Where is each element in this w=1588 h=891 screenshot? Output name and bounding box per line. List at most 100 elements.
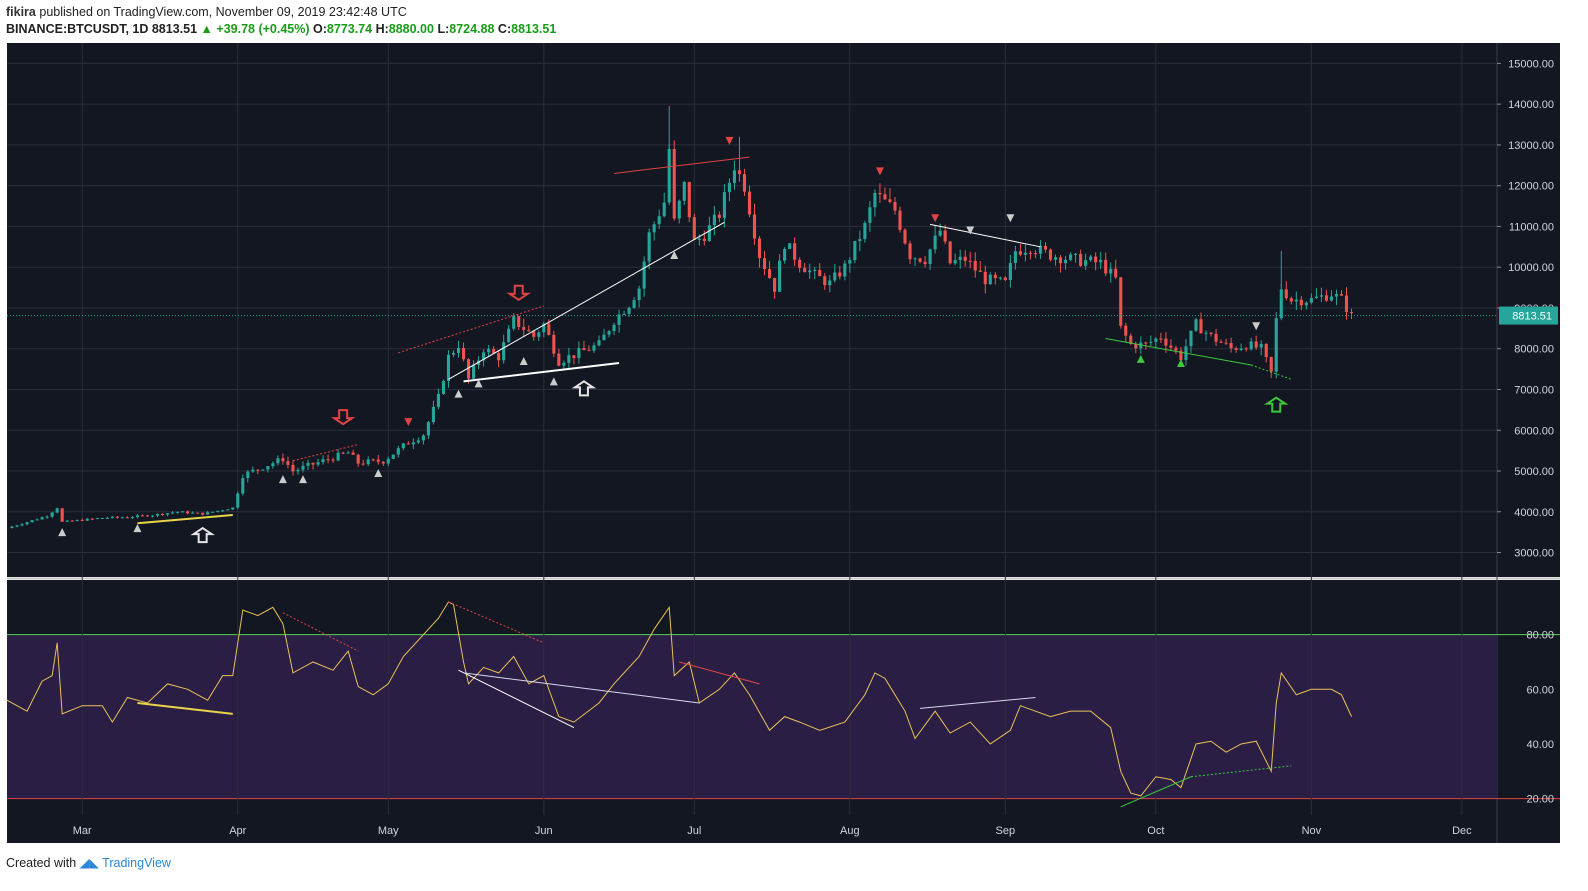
open-value: 8773.74 [326,22,373,36]
marker-up-icon [670,250,679,259]
candle-body [1144,342,1148,344]
candle-body [552,334,556,354]
last-price-label: 8813.51 [1512,311,1552,323]
candle-body [1239,348,1243,350]
candle-body [251,469,255,472]
created-with-text: Created with [6,856,77,870]
change-arrow-icon: ▲ [200,22,213,36]
candle-body [547,323,551,335]
candle-body [261,469,265,471]
candle-body [1174,347,1178,351]
publisher-name[interactable]: fikira [6,5,36,19]
candle-body [50,512,54,517]
candle-body [286,461,290,465]
candle-body [943,230,947,242]
symbol-label[interactable]: BINANCE:BTCUSDT, 1D [6,22,149,36]
candle-body [426,422,430,436]
candle-body [893,202,897,211]
x-tick-label: May [378,825,399,837]
candle-body [768,269,772,278]
candle-body [1274,318,1278,372]
candle-body [381,461,385,464]
candle-body [1094,256,1098,263]
candle-body [80,519,84,521]
tradingview-logo-icon[interactable]: ◢◣ [79,856,99,870]
candle-body [1229,343,1233,349]
candle-body [622,313,626,315]
candle-body [938,230,942,236]
candle-body [120,517,124,519]
marker-up-icon [519,356,528,365]
tradingview-brand[interactable]: TradingView [102,856,171,870]
footer: Created with ◢◣ TradingView [6,855,171,870]
y-tick-label: 4000.00 [1514,507,1554,519]
candle-body [1284,289,1288,299]
candle-body [1219,341,1223,343]
candle-body [1194,319,1198,331]
candle-body [697,238,701,240]
rsi-trendline [920,697,1036,709]
trendline [398,305,544,354]
candle-body [928,249,932,265]
trendline [929,223,1041,248]
trendline [1251,364,1292,380]
candle-body [1244,348,1248,350]
candle-body [472,364,476,379]
candle-body [757,238,762,259]
x-tick-label: Aug [840,825,860,837]
candle-body [1124,325,1128,336]
candle-body [1159,338,1163,340]
y-tick-label: 11000.00 [1509,221,1554,233]
candle-body [95,518,99,520]
candle-body [507,328,511,343]
candle-body [276,458,280,464]
y-tick-label: 8000.00 [1514,344,1554,356]
candle-body [231,507,235,510]
candle-body [341,452,345,454]
candle-body [446,354,451,381]
candle-body [266,466,270,470]
rsi-line [6,601,1352,797]
candle-body [582,348,586,351]
candle-body [165,513,170,515]
low-label: L: [437,22,450,36]
candle-body [411,442,415,445]
candle-body [1254,341,1258,348]
y-tick-label: 15000.00 [1508,58,1554,70]
candle-body [65,520,69,522]
candle-body [451,352,456,355]
candle-body [783,248,787,261]
marker-down-icon [404,418,413,427]
candle-body [436,393,441,407]
rsi-tick-label: 20.00 [1526,794,1554,806]
last-price-tag [1499,306,1558,325]
candle-body [150,515,155,517]
trendline [292,444,359,462]
candle-body [672,149,676,219]
candle-body [898,210,902,230]
candle-body [828,280,832,286]
marker-up-icon [278,475,287,484]
candle-body [532,331,536,337]
candle-body [35,519,39,521]
trendlines [137,156,1292,525]
candle-body [1003,277,1007,280]
candles [10,106,1354,529]
x-tick-label: Dec [1452,825,1472,837]
candle-body [135,515,139,518]
candle-body [211,511,215,513]
candle-body [1119,277,1123,326]
candle-body [908,243,912,260]
candle-body [913,258,917,260]
candle-body [140,515,145,517]
candle-body [918,258,922,262]
x-tick-label: Jul [687,825,701,837]
candle-body [281,458,285,462]
candle-body [717,214,721,218]
candle-body [296,469,300,472]
candle-body [110,516,114,518]
trendline [137,514,233,525]
candle-body [1048,249,1053,260]
candle-body [1043,245,1048,250]
